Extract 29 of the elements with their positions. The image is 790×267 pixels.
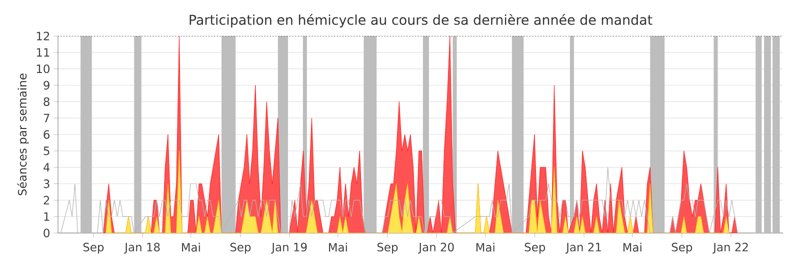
x-tick-label: Sep: [83, 242, 104, 254]
x-tick-label: Jan 21: [566, 242, 601, 254]
y-tick-label: 4: [44, 163, 50, 172]
y-tick-label: 1: [44, 212, 50, 221]
y-tick-label: 6: [44, 130, 50, 139]
y-tick-label: 12: [36, 32, 50, 40]
x-tick-label: Mai: [182, 242, 200, 252]
x-tick-label: Jan 18: [124, 242, 160, 254]
x-tick-label: Sep: [524, 242, 546, 254]
y-axis-title: Séances par semaine: [17, 74, 29, 196]
x-tick-label: Jan 20: [418, 242, 454, 254]
y-tick-label: 5: [44, 146, 50, 156]
x-tick-label: Sep: [672, 242, 692, 254]
y-tick-label: 11: [36, 48, 50, 57]
y-tick-label: 10: [36, 64, 50, 74]
x-tick-label: Jan 19: [271, 242, 307, 254]
chart-title: Participation en hémicycle au cours de sa dernière année de mandat: [190, 14, 652, 28]
x-tick-label: Mai: [329, 242, 347, 252]
y-tick-label: 0: [44, 228, 50, 238]
y-tick-label: 7: [44, 114, 50, 122]
x-tick-label: Jan 22: [712, 242, 748, 254]
x-tick-label: Sep: [230, 242, 251, 254]
y-tick-label: 9: [44, 80, 50, 90]
y-tick-label: 2: [44, 196, 50, 204]
x-tick-label: Sep: [377, 242, 398, 254]
y-tick-label: 8: [44, 97, 50, 106]
x-tick-label: Mai: [476, 242, 494, 252]
y-tick-label: 3: [44, 179, 50, 188]
x-tick-label: Mai: [623, 242, 642, 252]
